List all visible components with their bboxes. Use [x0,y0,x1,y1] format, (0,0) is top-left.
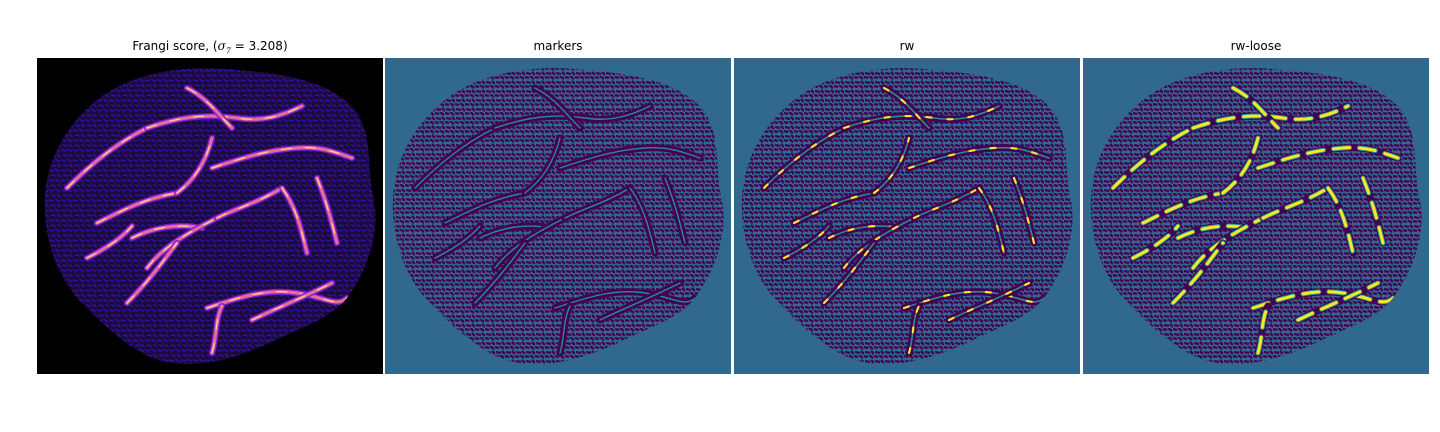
rw-loose-vessel-segmented [1361,176,1385,245]
frangi-score-panel [37,58,383,374]
rw-vessel-segmented [1012,176,1036,245]
markers-vessel-marker [434,225,481,259]
rw-vessel-segmented [947,281,1031,322]
markers-vessel-marker [564,187,631,219]
rw-vessel-segmented [977,186,1006,255]
rw-vessel-segmented [907,146,1051,170]
rw-loose-panel [1083,58,1429,374]
rw-panel [734,58,1080,374]
rw-loose-vessel-segmented [1111,126,1195,190]
markers-vessel-marker [414,127,496,189]
rw-vessel-segmented [792,191,876,225]
rw-vessel-segmented [882,86,931,130]
frangi-vessel-peak [316,177,338,244]
frangi-vessel-peak [66,127,148,189]
frangi-score-image [37,58,383,374]
panel-title-rw: rw [899,39,915,53]
rw-loose-vessel-segmented [1131,224,1180,260]
rw-loose-vessel-segmented [1251,290,1395,310]
vessel-layer [760,84,1053,357]
frangi-vessel-peak [96,192,178,224]
rw-vessel-segmented [842,104,1001,130]
frangi-vessel-peak [176,137,213,194]
rw-vessel-marker [823,242,875,304]
rw-vessel-segmented [902,290,1046,310]
frangi-vessel-peak [281,187,308,254]
panel-title-frangi: Frangi score, (σ7 = 3.208) [132,39,288,56]
rw-vessel-marker [873,137,910,194]
frangi-vessel-peak [216,187,283,219]
rw-loose-vessel-segmented [1256,304,1270,355]
markers-vessel-marker [664,177,686,244]
rw-loose-vessel-segmented [1326,186,1355,255]
panel-title-markers: markers [533,39,583,53]
rw-vessel-segmented [782,224,831,260]
markers-vessel-marker [554,290,696,309]
vessel-layer [64,85,355,356]
frangi-vessel-peak [131,225,203,239]
rw-vessel-segmented [912,186,981,220]
markers-vessel-marker [559,146,701,169]
sigma-symbol: σ [217,39,226,53]
frangi-vessel-peak [126,242,178,304]
rw-loose-vessel-segmented [1171,241,1225,305]
markers-vessel-marker [474,242,526,304]
frangi-vessel-peak [206,291,348,309]
rw-loose-vessel-segmented [1191,104,1350,130]
markers-vessel-marker [534,87,581,129]
frangi-vessel-peak [86,225,133,259]
markers-image [385,58,731,374]
markers-panel [385,58,731,374]
frangi-vessel-peak [146,217,218,269]
rw-vessel-segmented [762,126,846,190]
frangi-vessel-peak [211,147,353,169]
frangi-vessel-peak [146,105,303,129]
frangi-vessel-peak [186,87,233,129]
rw-loose-vessel-segmented [1261,186,1330,220]
markers-vessel-marker [444,192,526,224]
frangi-vessel-peak [251,282,333,321]
rw-loose-vessel-segmented [1256,146,1400,170]
vessel-layer [411,84,704,357]
rw-loose-image [1083,58,1429,374]
rw-loose-vessel-segmented [1141,191,1225,225]
rw-image [734,58,1080,374]
panel-title-rw-loose: rw-loose [1230,39,1282,53]
frangi-vessel-peak [211,305,223,354]
markers-vessel-marker [599,282,681,321]
vessel-layer [1109,84,1402,357]
markers-vessel-marker [629,187,656,254]
rw-loose-vessel-segmented [1231,86,1280,130]
rw-vessel-segmented [907,304,921,355]
markers-vessel-marker [524,137,561,194]
markers-vessel-marker [559,305,571,354]
rw-loose-vessel-segmented [1296,281,1380,322]
markers-vessel-marker [494,105,651,129]
rw-loose-vessel-segmented [1221,136,1260,195]
